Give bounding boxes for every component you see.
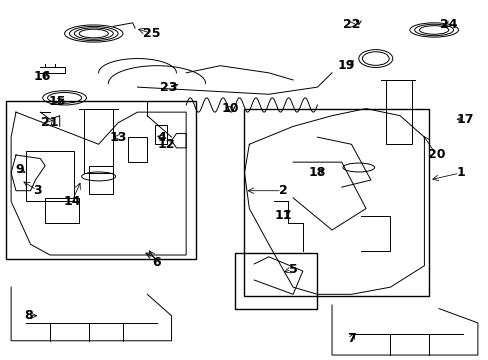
Text: 11: 11 <box>274 209 291 222</box>
Text: 14: 14 <box>63 195 81 208</box>
Text: 9: 9 <box>16 163 24 176</box>
Text: 10: 10 <box>221 102 238 115</box>
Text: 18: 18 <box>308 166 325 179</box>
Bar <box>234 253 317 309</box>
Text: 15: 15 <box>48 95 66 108</box>
Bar <box>45 198 79 223</box>
Text: 13: 13 <box>109 131 126 144</box>
Text: 25: 25 <box>143 27 161 40</box>
Text: 6: 6 <box>152 256 161 269</box>
Bar <box>385 80 411 144</box>
Text: 16: 16 <box>34 70 51 83</box>
Text: 21: 21 <box>41 116 59 129</box>
Text: 7: 7 <box>346 333 355 346</box>
Text: 24: 24 <box>439 18 457 31</box>
Bar <box>127 137 147 162</box>
Text: 1: 1 <box>456 166 464 179</box>
Text: 23: 23 <box>160 81 178 94</box>
Text: 19: 19 <box>337 59 355 72</box>
Text: 8: 8 <box>24 309 32 322</box>
Bar <box>154 125 166 144</box>
Text: 4: 4 <box>157 131 166 144</box>
Text: 20: 20 <box>427 148 445 162</box>
Bar <box>6 102 196 258</box>
Text: 12: 12 <box>158 138 175 151</box>
Text: 22: 22 <box>342 18 360 31</box>
Bar <box>244 109 428 296</box>
Bar <box>89 166 113 194</box>
Text: 3: 3 <box>34 184 42 197</box>
Text: 17: 17 <box>456 113 473 126</box>
Text: 2: 2 <box>279 184 287 197</box>
Bar <box>26 152 74 202</box>
Text: 5: 5 <box>288 263 297 276</box>
Bar <box>84 109 113 173</box>
